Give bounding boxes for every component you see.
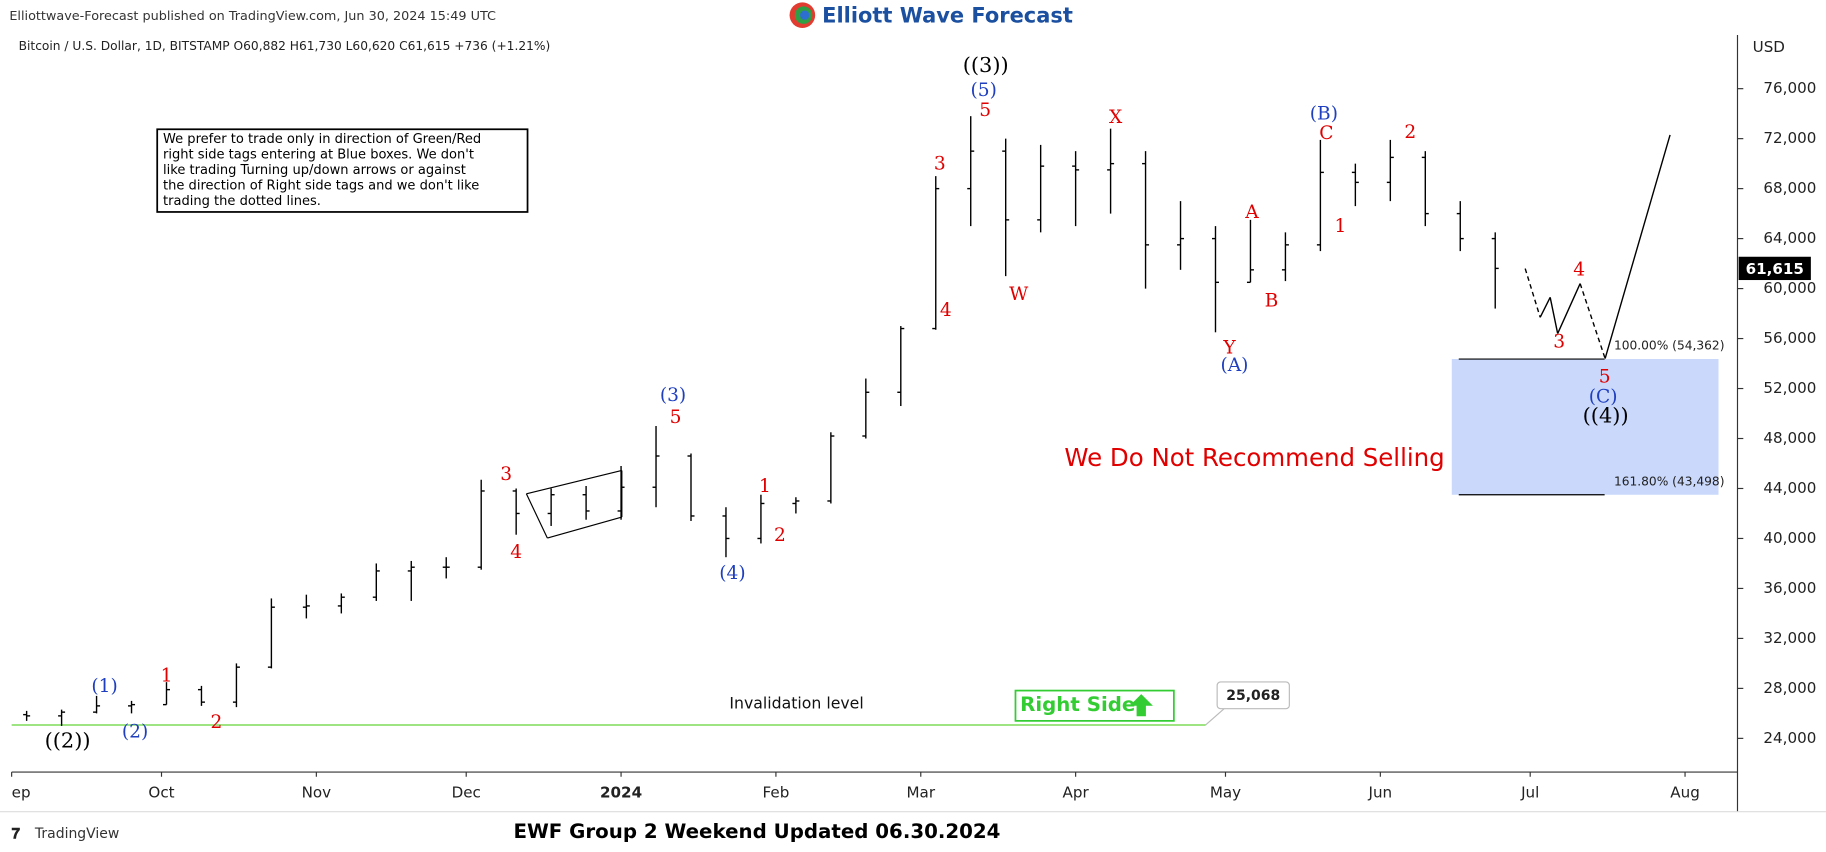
- price-callout-pointer: [1205, 708, 1225, 726]
- note-line: trading the dotted lines.: [163, 194, 321, 209]
- y-tick-label: 72,000: [1763, 129, 1816, 147]
- background: [1451, 359, 1719, 495]
- last-price-tag: [1738, 256, 1811, 281]
- y-tick-label: 28,000: [1763, 679, 1816, 697]
- projection-segment: [1539, 297, 1551, 318]
- footer: EWF Group 2 Weekend Updated 06.30.2024: [513, 820, 1000, 843]
- x-tick-label: Mar: [907, 784, 936, 802]
- y-tick-label: 32,000: [1763, 629, 1816, 647]
- price-callout: [1216, 681, 1290, 710]
- channel-line: [526, 469, 623, 495]
- x-tick-label: ep: [12, 784, 31, 802]
- wave-label: (3): [660, 385, 686, 406]
- x-tick-label: Feb: [763, 784, 790, 802]
- x-tick-label: Nov: [302, 784, 332, 802]
- wave-label: 4: [1573, 259, 1585, 280]
- wave-label: 3: [934, 153, 946, 174]
- projection-segment: [1524, 268, 1541, 318]
- channel-line: [547, 516, 623, 539]
- wave-label: 1: [759, 476, 771, 497]
- wave-label: W: [1009, 284, 1029, 305]
- note-line: the direction of Right side tags and we …: [163, 179, 479, 194]
- wave-label: ((2)): [45, 728, 91, 752]
- wave-label: (5): [971, 80, 997, 101]
- x-tick-label: Jun: [1368, 784, 1393, 802]
- header: Elliottwave-Forecast published on Tradin…: [9, 9, 496, 24]
- brand-mark: 𝟕: [12, 824, 21, 842]
- channel-line: [525, 493, 548, 539]
- wave-label: 4: [510, 542, 522, 563]
- wave-label: C: [1319, 123, 1333, 144]
- y-tick-label: 48,000: [1763, 429, 1816, 447]
- wave-label: ((3)): [963, 53, 1009, 77]
- note-box: [156, 128, 529, 213]
- fib-label: 161.80% (43,498): [1614, 474, 1725, 488]
- wave-label: 2: [1404, 122, 1416, 143]
- logo-icon: [800, 10, 810, 20]
- note-line: like trading Turning up/down arrows or a…: [163, 163, 466, 178]
- wave-label: (4): [719, 563, 745, 584]
- wave-label: 4: [940, 300, 952, 321]
- wave-label: 3: [500, 464, 512, 485]
- price-callout-label: 25,068: [1226, 688, 1280, 704]
- wave-label: 5: [670, 407, 682, 428]
- x-tick-label: Oct: [148, 784, 174, 802]
- symbol-info: Bitcoin / U.S. Dollar, 1D, BITSTAMP O60,…: [19, 39, 551, 53]
- x-tick-label: Aug: [1670, 784, 1700, 802]
- note-line: right side tags entering at Blue boxes. …: [163, 148, 474, 163]
- wave-label: (1): [91, 676, 117, 697]
- logo: Elliott Wave Forecast: [789, 2, 1073, 28]
- projection-segment: [1579, 283, 1606, 359]
- currency: USD: [1753, 38, 1785, 56]
- y-tick-label: 36,000: [1763, 579, 1816, 597]
- y-tick-label: 44,000: [1763, 479, 1816, 497]
- wave-label: Y: [1222, 337, 1236, 358]
- wave-label: X: [1109, 107, 1123, 128]
- wave-label: (A): [1220, 355, 1248, 376]
- y-tick-label: 68,000: [1763, 179, 1816, 197]
- wave-label: 3: [1553, 331, 1565, 352]
- wave-label: B: [1265, 291, 1279, 312]
- x-tick-label: May: [1210, 784, 1241, 802]
- up-arrow: [1129, 694, 1153, 717]
- wave-label: (2): [122, 721, 148, 742]
- x-tick-label: 2024: [600, 784, 642, 802]
- y-tick-label: 64,000: [1763, 229, 1816, 247]
- right-side: Right Side: [1020, 693, 1135, 716]
- y-tick-label: 60,000: [1763, 279, 1816, 297]
- wave-label: 1: [161, 666, 173, 687]
- wave-label: A: [1244, 202, 1259, 223]
- logo-text: Elliott Wave Forecast: [822, 3, 1073, 27]
- projection-segment: [1549, 297, 1559, 334]
- wave-label: 1: [1334, 216, 1346, 237]
- wave-label: (B): [1310, 103, 1338, 124]
- note-line: We prefer to trade only in direction of …: [163, 132, 481, 147]
- projection-segment: [1557, 283, 1581, 334]
- wave-label: ((4)): [1583, 404, 1629, 428]
- message: We Do Not Recommend Selling: [1064, 443, 1444, 472]
- last-price-label: 61,615: [1746, 260, 1804, 278]
- y-tick-label: 56,000: [1763, 329, 1816, 347]
- wave-label: 5: [979, 100, 991, 121]
- projection-segment: [1604, 134, 1671, 359]
- y-tick-label: 52,000: [1763, 379, 1816, 397]
- invalidation-text: Invalidation level: [729, 694, 863, 713]
- y-tick-label: 24,000: [1763, 729, 1816, 747]
- y-tick-label: 40,000: [1763, 529, 1816, 547]
- wave-label: 2: [774, 525, 786, 546]
- brand: TradingView: [34, 826, 119, 842]
- x-tick-label: Jul: [1520, 784, 1539, 802]
- wave-label: 2: [211, 712, 223, 733]
- fib-zone: [1451, 359, 1719, 495]
- y-tick-label: 76,000: [1763, 79, 1816, 97]
- channel: [525, 469, 623, 539]
- x-tick-label: Apr: [1063, 784, 1090, 802]
- wave-label: (C): [1589, 386, 1618, 407]
- x-tick-label: Dec: [452, 784, 481, 802]
- wave-label: 5: [1599, 366, 1611, 387]
- fib-label: 100.00% (54,362): [1614, 339, 1725, 353]
